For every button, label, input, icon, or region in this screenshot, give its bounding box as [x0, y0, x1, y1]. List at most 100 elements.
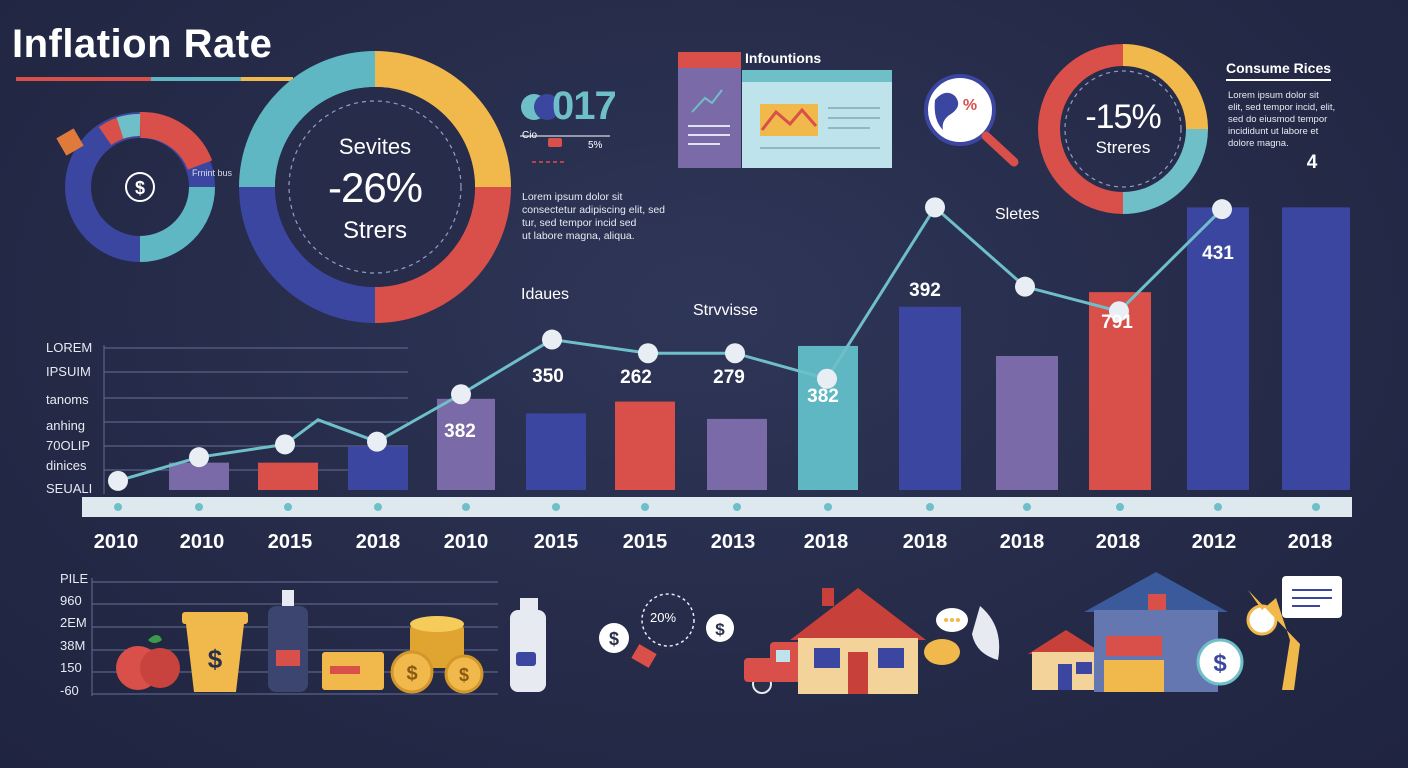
line-series: [108, 197, 1232, 491]
store-front: [1104, 660, 1164, 692]
timeline-dot: [824, 503, 832, 511]
data-label: 350: [532, 366, 564, 387]
x-tick-label: 2013: [711, 531, 756, 553]
cup-icon: $: [182, 612, 248, 692]
store-sign: [1148, 594, 1166, 610]
store-roof: [1084, 572, 1228, 612]
line-point: [638, 343, 658, 364]
y-axis-label: IPSUIM: [46, 364, 91, 379]
jug-icon: [510, 598, 546, 692]
bar-7: [707, 418, 767, 490]
jug-cap: [520, 598, 538, 612]
timeline-dot: [195, 503, 203, 511]
right-donut-inner-outline: [1064, 70, 1182, 188]
apple-leaf: [148, 635, 162, 643]
x-tick-label: 2018: [903, 531, 948, 553]
title-underline-yellow: [241, 77, 293, 81]
timeline-dot: [1023, 503, 1031, 511]
line-point: [817, 368, 837, 389]
store-dollar-icon: $: [1213, 650, 1227, 677]
bar-2: [258, 462, 318, 490]
annotation-ideas: Idaues: [521, 286, 570, 303]
dollar-badge-right-icon: $: [715, 620, 725, 639]
bottle-icon: [268, 590, 308, 692]
right-donut-slice-teal: [1122, 128, 1208, 214]
docs-illustration: [678, 52, 892, 168]
chat-bubble-3: [972, 606, 1000, 660]
y-axis-label: tanoms: [46, 392, 89, 407]
x-tick-label: 2010: [180, 531, 225, 553]
magnifier-mark-icon: %: [963, 97, 977, 114]
magnifier-globe-icon: %: [924, 74, 1019, 167]
bar-1: [169, 462, 229, 490]
globe-land: [934, 92, 959, 130]
x-tick-label: 2012: [1192, 531, 1237, 553]
strip-circle-navy: [534, 94, 560, 120]
big-donut-value: -26%: [327, 164, 423, 211]
magnifier-handle: [981, 131, 1019, 167]
bar-9: [899, 306, 961, 490]
line-point: [925, 197, 945, 218]
page-title: Inflation Rate: [12, 22, 273, 66]
cup-body: [186, 624, 244, 692]
bar-11: [1089, 292, 1151, 490]
small-house-icon: [1028, 630, 1104, 690]
bottle-body: [268, 606, 308, 692]
coin-top: [410, 616, 464, 632]
timeline-dot: [1312, 503, 1320, 511]
x-tick-label: 2015: [534, 531, 579, 553]
line-point: [108, 470, 128, 491]
cup-lid: [182, 612, 248, 624]
y-axis-label: dinices: [46, 458, 87, 473]
x-tick-label: 2010: [94, 531, 139, 553]
bar-4: [437, 398, 495, 490]
big-donut-top-label: Sevites: [338, 134, 412, 159]
percent-bubble-group: $ $: [599, 593, 734, 668]
data-label: 791: [1101, 312, 1133, 333]
x-tick-label: 2015: [268, 531, 313, 553]
chat-dot-3: [956, 618, 960, 622]
right-donut-slice-yellow: [1122, 44, 1208, 130]
right-donut-slice-red: [1037, 44, 1124, 214]
bar-10: [996, 355, 1058, 490]
right-donut-value: -15%: [1085, 98, 1161, 136]
percent-bubble-label: 20%: [650, 610, 677, 625]
x-axis-labels: 2010 2010 2015 2018 2010 2015 2015 2013 2018 2018…: [94, 531, 1333, 553]
dollar-badge-right: [706, 614, 734, 642]
tag-icon: [631, 644, 657, 668]
dollar-icon: $: [135, 178, 145, 198]
bottom-y-axis-label: -60: [60, 683, 79, 698]
right-donut-bottom-label: Streres: [1095, 138, 1151, 157]
doc-left-header: [678, 52, 741, 68]
coin-dollar-icon-2: $: [459, 665, 469, 685]
dollar-badge-left: [599, 623, 629, 653]
x-tick-label: 2018: [1000, 531, 1045, 553]
person-speech-icon: [1246, 576, 1342, 690]
big-donut: [239, 51, 511, 323]
dollar-icon-ring: [125, 172, 155, 202]
coin-dollar-icon: $: [406, 663, 417, 685]
timeline-dot: [552, 503, 560, 511]
bottle-label: [276, 650, 300, 666]
store-awning: [1106, 636, 1162, 656]
bar-3: [348, 446, 408, 490]
title-underline-red: [16, 77, 151, 81]
coin-left: [390, 650, 434, 694]
title-underline-teal: [151, 77, 241, 81]
dollar-badge-left-icon: $: [609, 629, 619, 649]
bottom-y-axis-label: 38M: [60, 638, 86, 653]
data-label: 279: [713, 367, 745, 388]
timeline-dot: [733, 503, 741, 511]
cup-dollar-icon: $: [208, 644, 223, 674]
x-tick-label: 2018: [1096, 531, 1141, 553]
mid-note-body: Lorem ipsum dolor sit consectetur adipis…: [522, 191, 665, 242]
apple-body-2: [140, 648, 180, 688]
y-axis-label: 70OLIP: [46, 438, 91, 453]
small-donut-slice-teal: [139, 186, 215, 262]
card-icon: [322, 652, 384, 690]
doc-left-page: [678, 52, 741, 168]
top-strip: [520, 94, 610, 163]
chat-dot-2: [950, 618, 954, 622]
strip-axis-right-label: 5%: [588, 140, 603, 151]
